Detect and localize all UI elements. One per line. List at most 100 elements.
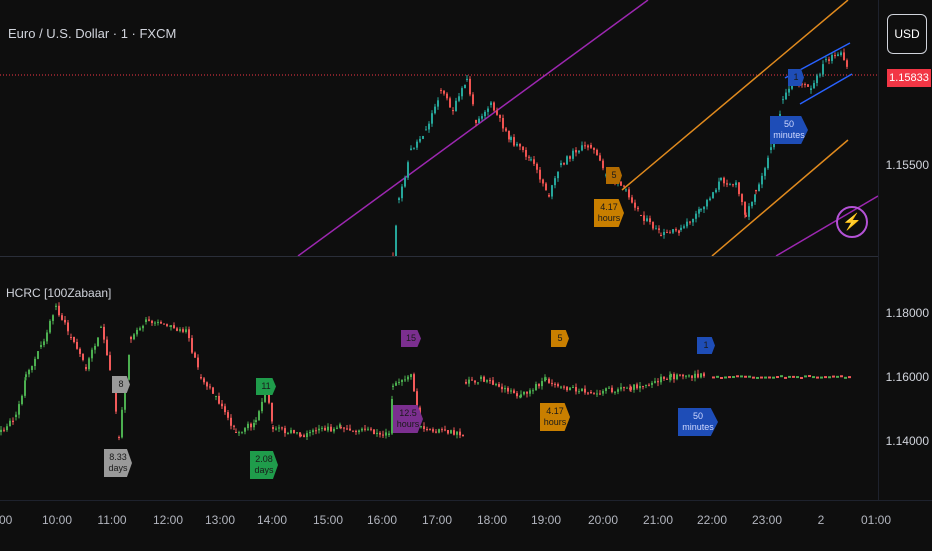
price-candle [640,215,642,216]
indicator-candle [410,374,412,377]
price-candle [461,88,463,97]
indicator-candle [361,428,363,431]
indicator-candle [557,384,559,387]
indicator-candle [163,323,165,325]
indicator-candle [82,353,84,360]
price-candle [542,179,544,184]
ind-price-label-1.18000: 1.18000 [885,306,929,320]
price-candle [822,64,824,75]
indicator-candle [498,384,500,387]
indicator-candle [489,380,491,382]
indicator-candle [510,390,512,392]
indicator-candle [358,430,360,433]
price-candle [666,232,668,234]
time-tick: 17:00 [421,513,453,527]
indicator-candle [486,380,488,382]
price-candle [840,52,842,55]
main-chart-pane[interactable]: Euro / U.S. Dollar · 1 · FXCM [0,0,878,256]
price-candle [703,206,705,210]
indicator-candle [255,420,257,422]
indicator-candle [660,376,662,383]
price-candle [431,113,433,124]
price-candle [404,177,406,187]
indicator-candle [109,355,111,370]
indicator-candle [157,321,159,323]
indicator-candle [46,332,48,342]
currency-button[interactable]: USD [887,14,927,54]
price-candle [623,185,625,187]
indicator-canvas[interactable] [0,257,878,492]
price-candle [539,169,541,180]
price-candle [425,129,427,131]
indicator-candle [468,379,470,384]
time-tick: 14:00 [256,513,288,527]
cycle-label-ind-minutes: 50 minutes [678,408,718,436]
indicator-candle [633,384,635,390]
price-candle [782,99,784,101]
price-candle [551,185,553,197]
price-candle [398,198,400,200]
price-candle [825,59,827,61]
price-candle [587,145,589,148]
indicator-candle [566,386,568,391]
price-candle [522,146,524,150]
price-candle [452,110,454,112]
time-tick: 10:00 [41,513,73,527]
indicator-candle [657,381,659,383]
indicator-candle [24,380,26,396]
symbol-title[interactable]: Euro / U.S. Dollar · 1 · FXCM [8,26,177,41]
time-axis[interactable]: :00 10:00 11:00 12:00 13:00 14:00 15:00 … [0,500,932,551]
price-candle [843,52,845,61]
indicator-candle [133,334,135,340]
indicator-candle [824,376,827,379]
indicator-candle [836,375,839,378]
price-candle [729,184,731,186]
indicator-candle [480,376,482,379]
indicator-candle [636,384,638,389]
indicator-candle [37,351,39,359]
price-candle [505,128,507,131]
price-candle [791,84,793,89]
price-candle [554,178,556,186]
price-candle [557,171,559,179]
indicator-candle [395,382,397,386]
ind-price-label-1.16000: 1.16000 [885,370,929,384]
price-candle [643,215,645,221]
price-candle [569,156,571,159]
indicator-title[interactable]: HCRC [100Zabaan] [6,286,112,300]
lightning-icon[interactable]: ⚡ [836,206,868,238]
price-candle [528,156,530,158]
indicator-pane[interactable]: HCRC [100Zabaan] [0,257,878,492]
cycle-label-ind-hours: 12.5 hours [393,405,423,433]
price-candle [449,98,451,108]
indicator-candle [67,322,69,332]
indicator-candle [392,385,394,387]
indicator-candle [569,387,571,391]
indicator-candle [352,430,354,432]
price-candle [484,111,486,117]
indicator-candle [456,431,458,435]
time-tick: 2 [817,513,825,527]
price-candle [837,54,839,57]
indicator-candle [471,379,473,381]
indicator-candle [780,375,783,378]
indicator-candle [663,376,665,379]
time-tick: 12:00 [152,513,184,527]
price-candle [401,186,403,199]
indicator-candle [848,376,851,379]
indicator-candle [12,420,14,423]
price-candle [513,137,515,146]
indicator-candle [55,305,57,307]
price-candle [634,202,636,208]
indicator-candle [804,375,807,378]
indicator-candle [685,375,687,377]
main-chart-canvas[interactable] [0,0,878,256]
price-candle [590,145,592,148]
price-candle [510,137,512,140]
indicator-candle [115,386,117,412]
indicator-candle [278,427,280,429]
pane-separator[interactable] [0,256,878,257]
indicator-candle [253,423,255,428]
indicator-candle [124,388,126,410]
indicator-candle [404,379,406,381]
